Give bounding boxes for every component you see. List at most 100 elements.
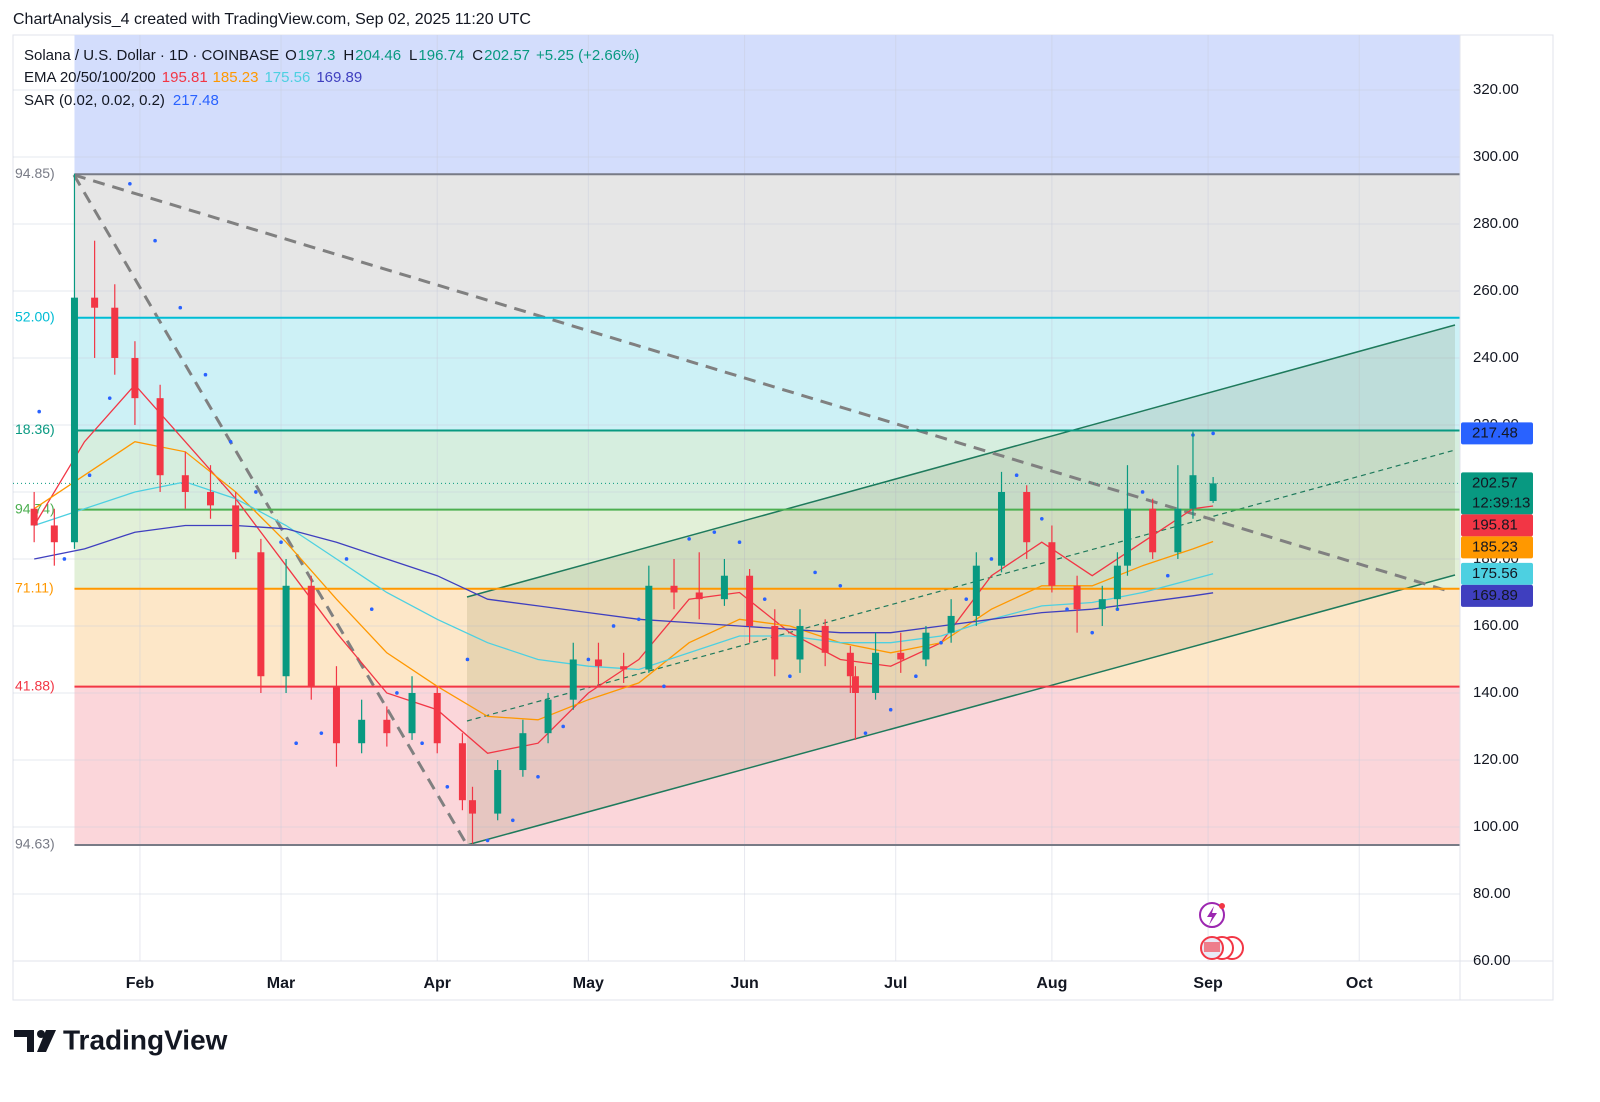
sar-dot <box>344 557 349 561</box>
price-box-label: 175.56 <box>1472 565 1518 582</box>
fib-band <box>74 317 1460 431</box>
legend-item: 169.89 <box>316 69 362 86</box>
fib-band <box>74 174 1460 318</box>
candle-body <box>872 652 880 693</box>
header: ChartAnalysis_4 created with TradingView… <box>13 11 531 28</box>
fib-band <box>74 430 1460 510</box>
candle-body <box>998 491 1006 566</box>
y-tick-label: 240.00 <box>1473 349 1519 366</box>
candle-body <box>91 297 99 308</box>
legend-item: 175.56 <box>264 69 310 86</box>
legend-item: SAR (0.02, 0.02, 0.2) <box>24 92 165 109</box>
candle-body <box>111 307 119 358</box>
y-tick-label: 280.00 <box>1473 215 1519 232</box>
sar-dot <box>254 490 258 494</box>
legend-row: EMA 20/50/100/200 195.81 185.23 175.56 169.8… <box>24 69 362 86</box>
sar-dot <box>737 540 742 545</box>
price-box-label: 217.48 <box>1472 424 1518 441</box>
fib-band <box>74 686 1460 845</box>
axes: 60.0080.00100.00120.00140.00160.00180.00… <box>126 81 1533 992</box>
price-box-label: 169.89 <box>1472 587 1518 604</box>
sar-dot <box>788 674 792 679</box>
legend-row: SAR (0.02, 0.02, 0.2) 217.48 <box>24 92 219 109</box>
channel-lower <box>466 574 1456 846</box>
fib-levels: 94.85)52.00)18.36)94.74)71.11)41.88)94.6… <box>15 165 1460 852</box>
sar-dot <box>1211 431 1215 436</box>
x-tick-label: Apr <box>423 975 451 992</box>
legend-item: 196.74 <box>418 47 464 64</box>
fib-level-label: 71.11) <box>15 579 54 595</box>
candle-body <box>796 625 804 660</box>
sar-dot <box>178 305 183 310</box>
sar-dot <box>465 657 470 662</box>
legend-item: 217.48 <box>173 92 219 109</box>
x-tick-label: Oct <box>1346 975 1373 992</box>
fib-level-label: 94.85) <box>15 165 55 181</box>
price-box <box>1461 536 1533 559</box>
candle-body <box>720 575 728 600</box>
candle-body <box>897 652 905 660</box>
event-icons <box>1199 902 1244 960</box>
sar-dot <box>914 674 918 679</box>
logo-mark <box>14 1030 34 1052</box>
countdown-label: 12:39:13 <box>1472 494 1530 511</box>
legend-item: EMA 20/50/100/200 <box>24 69 156 86</box>
sar-dot <box>989 557 994 561</box>
candle-body <box>594 659 602 667</box>
grid <box>13 35 1460 961</box>
candle-body <box>1113 565 1121 600</box>
sar-dot <box>762 597 767 601</box>
sar-dot <box>445 784 450 789</box>
x-tick-label: Mar <box>267 975 295 992</box>
sar-dot <box>536 774 540 779</box>
sar-dot <box>813 570 817 575</box>
candle-body <box>257 552 265 677</box>
candle-body <box>70 297 78 543</box>
y-tick-label: 140.00 <box>1473 684 1519 701</box>
sar-dot <box>420 741 424 746</box>
candle-body <box>131 357 139 399</box>
candle-body <box>846 652 854 677</box>
candle-body <box>50 525 58 543</box>
legend-item: 197.3 <box>298 47 336 64</box>
icon-lightning-bolt <box>1207 906 1217 925</box>
y-tick-label: 160.00 <box>1473 617 1519 634</box>
y-tick-label: 60.00 <box>1473 952 1511 969</box>
candle-body <box>851 676 859 693</box>
fib-band <box>74 35 1460 175</box>
footer-logo: TradingView <box>14 1024 228 1055</box>
sar-dot <box>712 530 717 534</box>
candle-body <box>358 719 366 744</box>
candle-body <box>645 585 653 670</box>
sar-dot <box>1065 607 1069 612</box>
price-box <box>1461 562 1533 585</box>
sar-dot <box>561 724 565 729</box>
candle-body <box>181 475 189 492</box>
candle-body <box>947 615 955 633</box>
y-tick-label: 120.00 <box>1473 751 1519 768</box>
sar-dot <box>128 181 132 186</box>
candle-body <box>620 666 628 670</box>
sar-dot <box>586 657 591 662</box>
icon-flag-stripes <box>1204 942 1220 952</box>
sar-dot <box>510 818 515 823</box>
price-box-label: 185.23 <box>1472 538 1518 555</box>
candle-body <box>670 585 678 593</box>
candle-body <box>821 625 829 653</box>
sar-dot <box>87 473 92 478</box>
sar-dot <box>1140 490 1145 494</box>
candle-body <box>433 692 441 744</box>
price-box <box>1461 472 1533 515</box>
candle-body <box>695 592 703 600</box>
candle-body <box>1149 508 1157 553</box>
x-tick-label: Jul <box>884 975 907 992</box>
footer-brand: TradingView <box>63 1024 228 1055</box>
candle-body <box>468 800 476 814</box>
candle-body <box>1098 599 1106 610</box>
candle-body <box>1189 475 1197 509</box>
sar-dot <box>1165 573 1170 578</box>
legend: Solana / U.S. Dollar · 1D · COINBASE O197… <box>24 47 639 109</box>
candle-body <box>922 632 930 660</box>
sar-dot <box>611 624 616 628</box>
